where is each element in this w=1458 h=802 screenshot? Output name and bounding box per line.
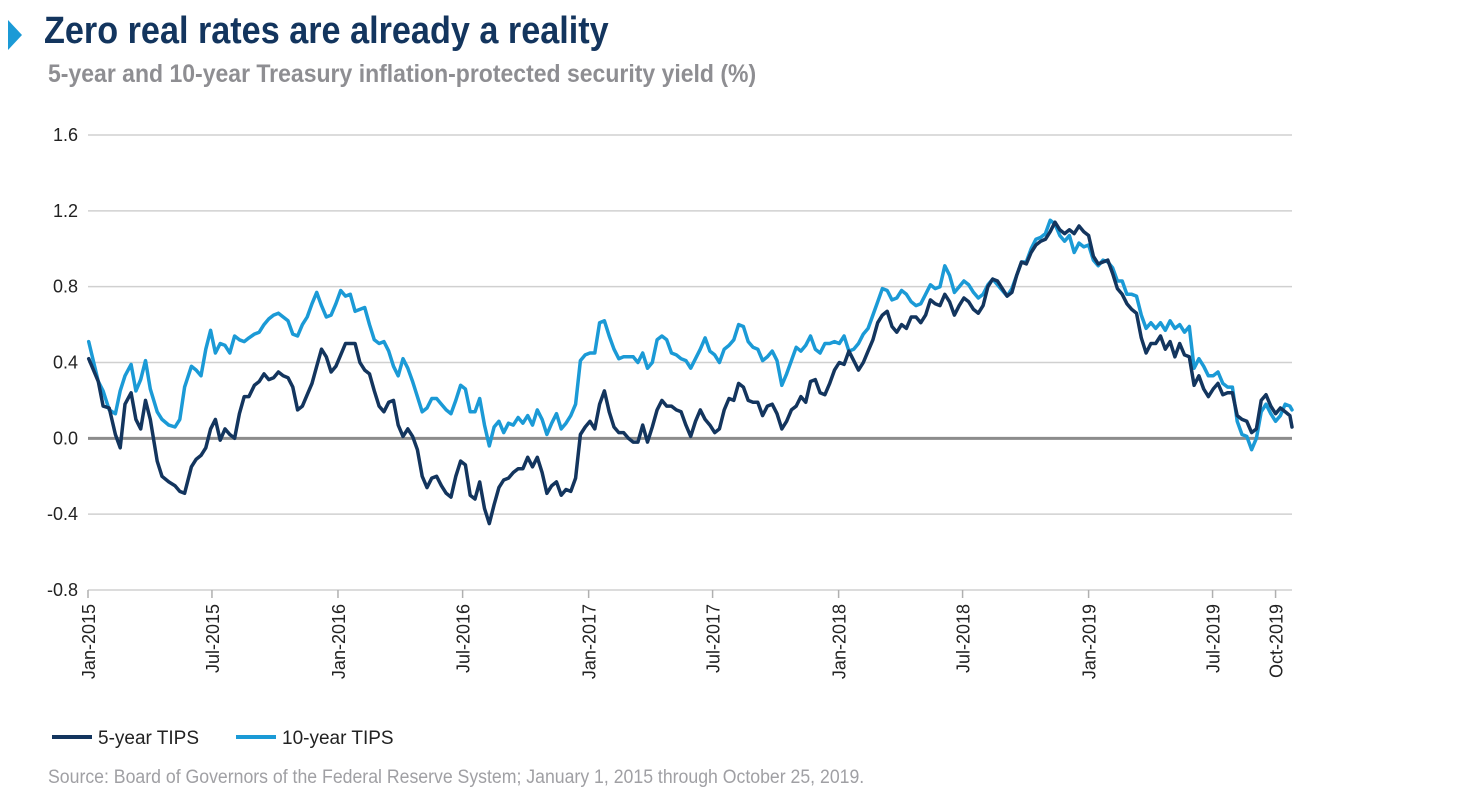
x-tick-label: Oct-2019 [1267,604,1287,678]
series-line-5-year [86,220,1294,526]
legend-label-5-year: 5-year TIPS [98,728,199,749]
legend: 5-year TIPS 10-year TIPS [52,728,394,749]
x-tick-label: Jul-2016 [454,604,474,673]
y-axis-ticks: 1.6 1.2 0.8 0.4 0.0 -0.4 -0.8 [47,125,78,600]
y-tick-label: -0.8 [47,580,78,600]
x-tick-label: Jan-2018 [830,604,850,679]
x-tick-label: Jul-2015 [203,604,223,673]
y-tick-label: 0.8 [53,277,78,297]
gridlines [88,134,1292,591]
line-chart: 1.6 1.2 0.8 0.4 0.0 -0.4 -0.8 Jan-2015 Jul-2015… [47,125,1294,749]
x-tick-label: Jan-2019 [1080,604,1100,679]
y-tick-label: 0.0 [53,428,78,448]
x-tick-label: Jan-2016 [329,604,349,679]
x-axis-ticks: Jan-2015 Jul-2015 Jan-2016 Jul-2016 Jan-2017… [79,590,1287,679]
legend-label-10-year: 10-year TIPS [282,728,394,749]
source-note: Source: Board of Governors of the Federa… [48,767,865,788]
chart-subtitle: 5-year and 10-year Treasury inflation-pr… [48,60,757,88]
x-tick-label: Jan-2015 [79,604,99,679]
y-tick-label: 1.6 [53,125,78,145]
x-tick-label: Jul-2018 [954,604,974,673]
title-arrow-icon [8,20,22,50]
x-tick-label: Jan-2017 [580,604,600,679]
y-tick-label: -0.4 [47,504,78,524]
series-lines [86,218,1294,526]
y-tick-label: 1.2 [53,201,78,221]
y-tick-label: 0.4 [53,353,78,373]
x-tick-label: Jul-2019 [1204,604,1224,673]
chart-title: Zero real rates are already a reality [44,10,609,52]
series-line-10-year [86,218,1294,452]
x-tick-label: Jul-2017 [704,604,724,673]
